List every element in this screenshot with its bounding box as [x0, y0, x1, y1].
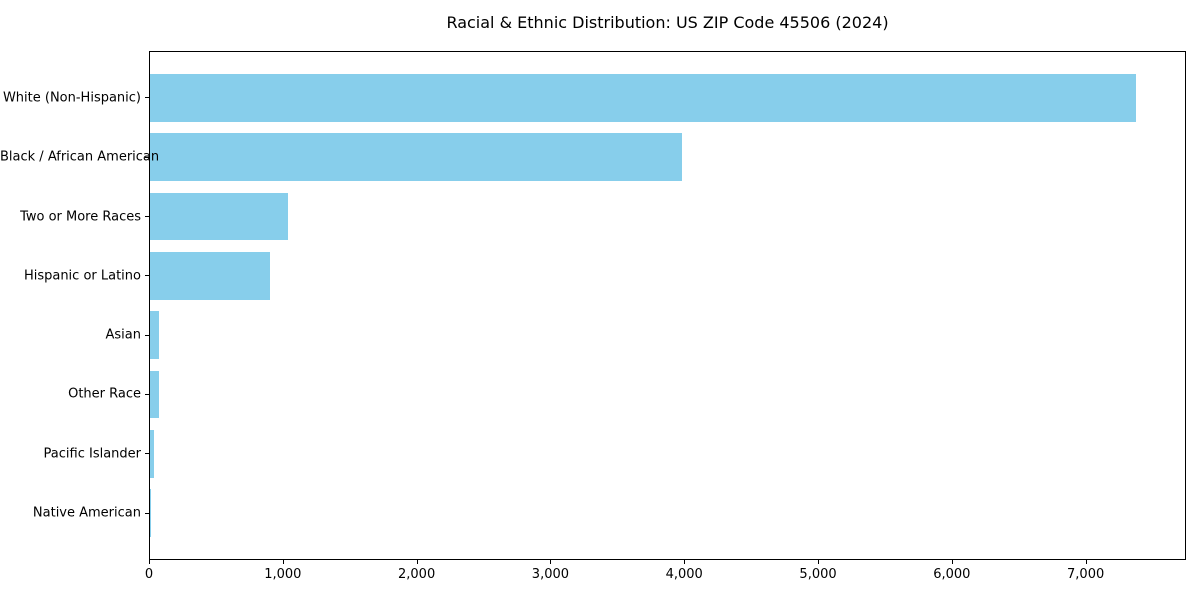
- y-tick-mark: [145, 275, 149, 277]
- y-axis-label: White (Non-Hispanic): [2, 90, 141, 106]
- x-tick-mark: [282, 560, 284, 564]
- y-axis-label: Other Race: [68, 386, 141, 402]
- y-tick-mark: [145, 512, 149, 514]
- bar: [150, 74, 1136, 122]
- bar: [150, 430, 154, 478]
- y-axis-label: Two or More Races: [20, 209, 141, 224]
- bar: [150, 192, 288, 241]
- x-tick-label: 1,000: [264, 567, 302, 582]
- y-tick-mark: [145, 216, 149, 217]
- y-tick-mark: [145, 453, 149, 455]
- bar: [150, 252, 271, 300]
- y-axis-label: Black / African American: [0, 149, 160, 165]
- y-tick-mark: [145, 156, 149, 158]
- x-tick-label: 7,000: [1067, 567, 1105, 582]
- y-axis-label: Hispanic or Latino: [23, 268, 141, 284]
- bar: [150, 133, 682, 181]
- x-tick-label: 3,000: [531, 567, 570, 582]
- x-tick-mark: [1085, 560, 1087, 564]
- x-tick-label: 4,000: [665, 567, 703, 582]
- x-tick-mark: [550, 560, 552, 564]
- y-axis-label: Native American: [32, 505, 141, 521]
- y-tick-mark: [145, 334, 149, 336]
- x-tick-label: 6,000: [933, 567, 971, 582]
- bar: [150, 311, 160, 359]
- plot-area: [149, 51, 1186, 560]
- y-tick-mark: [145, 97, 149, 99]
- y-axis-label: Pacific Islander: [43, 446, 141, 462]
- y-tick-mark: [145, 393, 149, 395]
- x-tick-mark: [818, 560, 820, 564]
- x-tick-label: 5,000: [799, 567, 837, 582]
- x-tick-label: 0: [144, 567, 154, 582]
- chart-title: Racial & Ethnic Distribution: US ZIP Cod…: [446, 13, 889, 32]
- x-tick-mark: [951, 560, 953, 564]
- x-tick-mark: [684, 560, 686, 564]
- x-tick-mark: [149, 560, 150, 564]
- x-tick-mark: [416, 560, 418, 564]
- bar: [150, 370, 159, 419]
- x-tick-label: 2,000: [398, 567, 436, 582]
- bar: [150, 489, 151, 537]
- y-axis-label: Asian: [105, 327, 141, 343]
